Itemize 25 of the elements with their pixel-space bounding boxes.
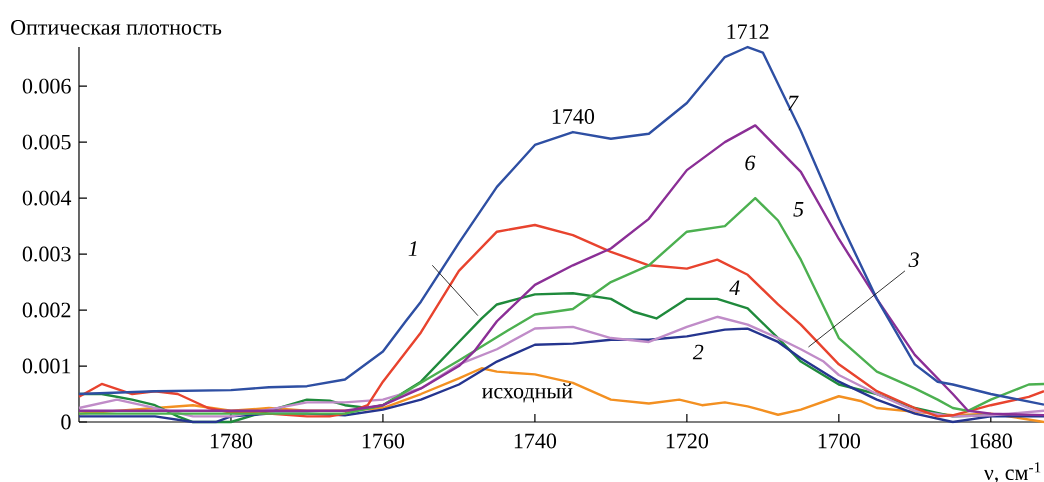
x-tick-label: 1740 xyxy=(514,433,557,449)
series-label: исходный xyxy=(482,383,573,403)
y-tick-label: 0.006 xyxy=(22,78,71,94)
x-tick-label: 1700 xyxy=(818,433,860,449)
series-label: 4 xyxy=(729,280,740,295)
series-label: 6 xyxy=(745,155,756,171)
x-tick-label: 1680 xyxy=(970,433,1012,449)
y-tick-label: 0.004 xyxy=(22,190,72,206)
text: 1 xyxy=(408,241,417,256)
y-tick-label: 0.002 xyxy=(22,302,71,318)
x-tick-label: 1720 xyxy=(666,433,709,449)
series-label: 2 xyxy=(692,344,704,360)
series-label: 7 xyxy=(788,95,799,111)
y-axis-title: Оптическая плотность xyxy=(11,20,222,35)
x-tick-label: 1780 xyxy=(210,433,253,449)
annotation: 1712 xyxy=(727,24,769,39)
y-tick-label: 0.005 xyxy=(22,134,71,150)
line-series xyxy=(77,45,1044,406)
text: 3 xyxy=(908,252,919,268)
y-tick-label: 0.003 xyxy=(22,246,71,262)
x-tick-label: 1760 xyxy=(362,433,405,449)
y-tick-label: 0.001 xyxy=(22,358,71,374)
y-tick-label: 0 xyxy=(61,414,71,430)
series-label: 5 xyxy=(793,202,804,217)
annotation: 1740 xyxy=(552,109,595,124)
